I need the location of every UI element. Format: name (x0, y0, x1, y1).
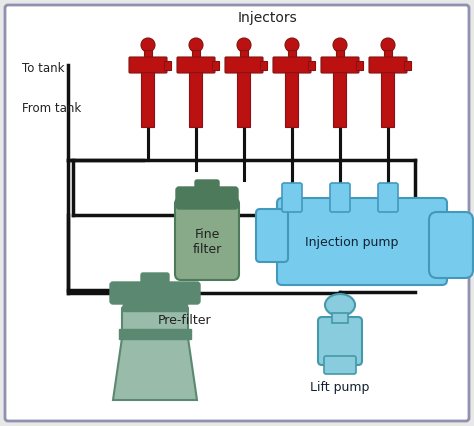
Ellipse shape (285, 38, 299, 52)
Ellipse shape (189, 38, 203, 52)
Bar (356, 61, 363, 70)
Bar (190, 72, 202, 127)
Bar (240, 50, 248, 58)
Bar (404, 61, 411, 70)
FancyBboxPatch shape (122, 306, 188, 334)
Bar (332, 313, 348, 323)
Text: Fine
filter: Fine filter (192, 228, 222, 256)
Bar (260, 61, 267, 70)
Bar (285, 72, 299, 127)
Bar (334, 72, 346, 127)
FancyBboxPatch shape (225, 57, 263, 73)
Bar (192, 50, 200, 58)
Bar (336, 50, 344, 58)
Bar (212, 61, 219, 70)
FancyBboxPatch shape (5, 5, 469, 421)
Ellipse shape (325, 294, 355, 316)
Text: Injection pump: Injection pump (305, 236, 399, 249)
FancyBboxPatch shape (324, 356, 356, 374)
Bar (382, 72, 394, 127)
FancyBboxPatch shape (318, 317, 362, 365)
Bar (308, 61, 315, 70)
Ellipse shape (381, 38, 395, 52)
FancyBboxPatch shape (176, 187, 238, 209)
FancyBboxPatch shape (175, 198, 239, 280)
FancyBboxPatch shape (141, 273, 169, 289)
Text: From tank: From tank (22, 101, 81, 115)
Bar (119, 329, 191, 339)
Polygon shape (113, 338, 197, 400)
Bar (142, 72, 155, 127)
Bar (237, 72, 250, 127)
FancyBboxPatch shape (110, 282, 200, 304)
Ellipse shape (333, 38, 347, 52)
FancyBboxPatch shape (282, 183, 302, 212)
Text: To tank: To tank (22, 61, 64, 75)
FancyBboxPatch shape (195, 180, 219, 194)
Ellipse shape (141, 38, 155, 52)
FancyBboxPatch shape (369, 57, 407, 73)
FancyBboxPatch shape (321, 57, 359, 73)
Bar (123, 299, 187, 311)
Bar (144, 50, 152, 58)
Bar (384, 50, 392, 58)
FancyBboxPatch shape (277, 198, 447, 285)
FancyBboxPatch shape (429, 212, 473, 278)
FancyBboxPatch shape (177, 57, 215, 73)
Text: Pre-filter: Pre-filter (158, 314, 212, 326)
FancyBboxPatch shape (129, 57, 167, 73)
FancyBboxPatch shape (330, 183, 350, 212)
Bar (164, 61, 171, 70)
Bar (288, 50, 296, 58)
Ellipse shape (237, 38, 251, 52)
FancyBboxPatch shape (273, 57, 311, 73)
Text: Lift pump: Lift pump (310, 380, 370, 394)
FancyBboxPatch shape (378, 183, 398, 212)
Text: Injectors: Injectors (238, 11, 298, 25)
FancyBboxPatch shape (256, 209, 288, 262)
